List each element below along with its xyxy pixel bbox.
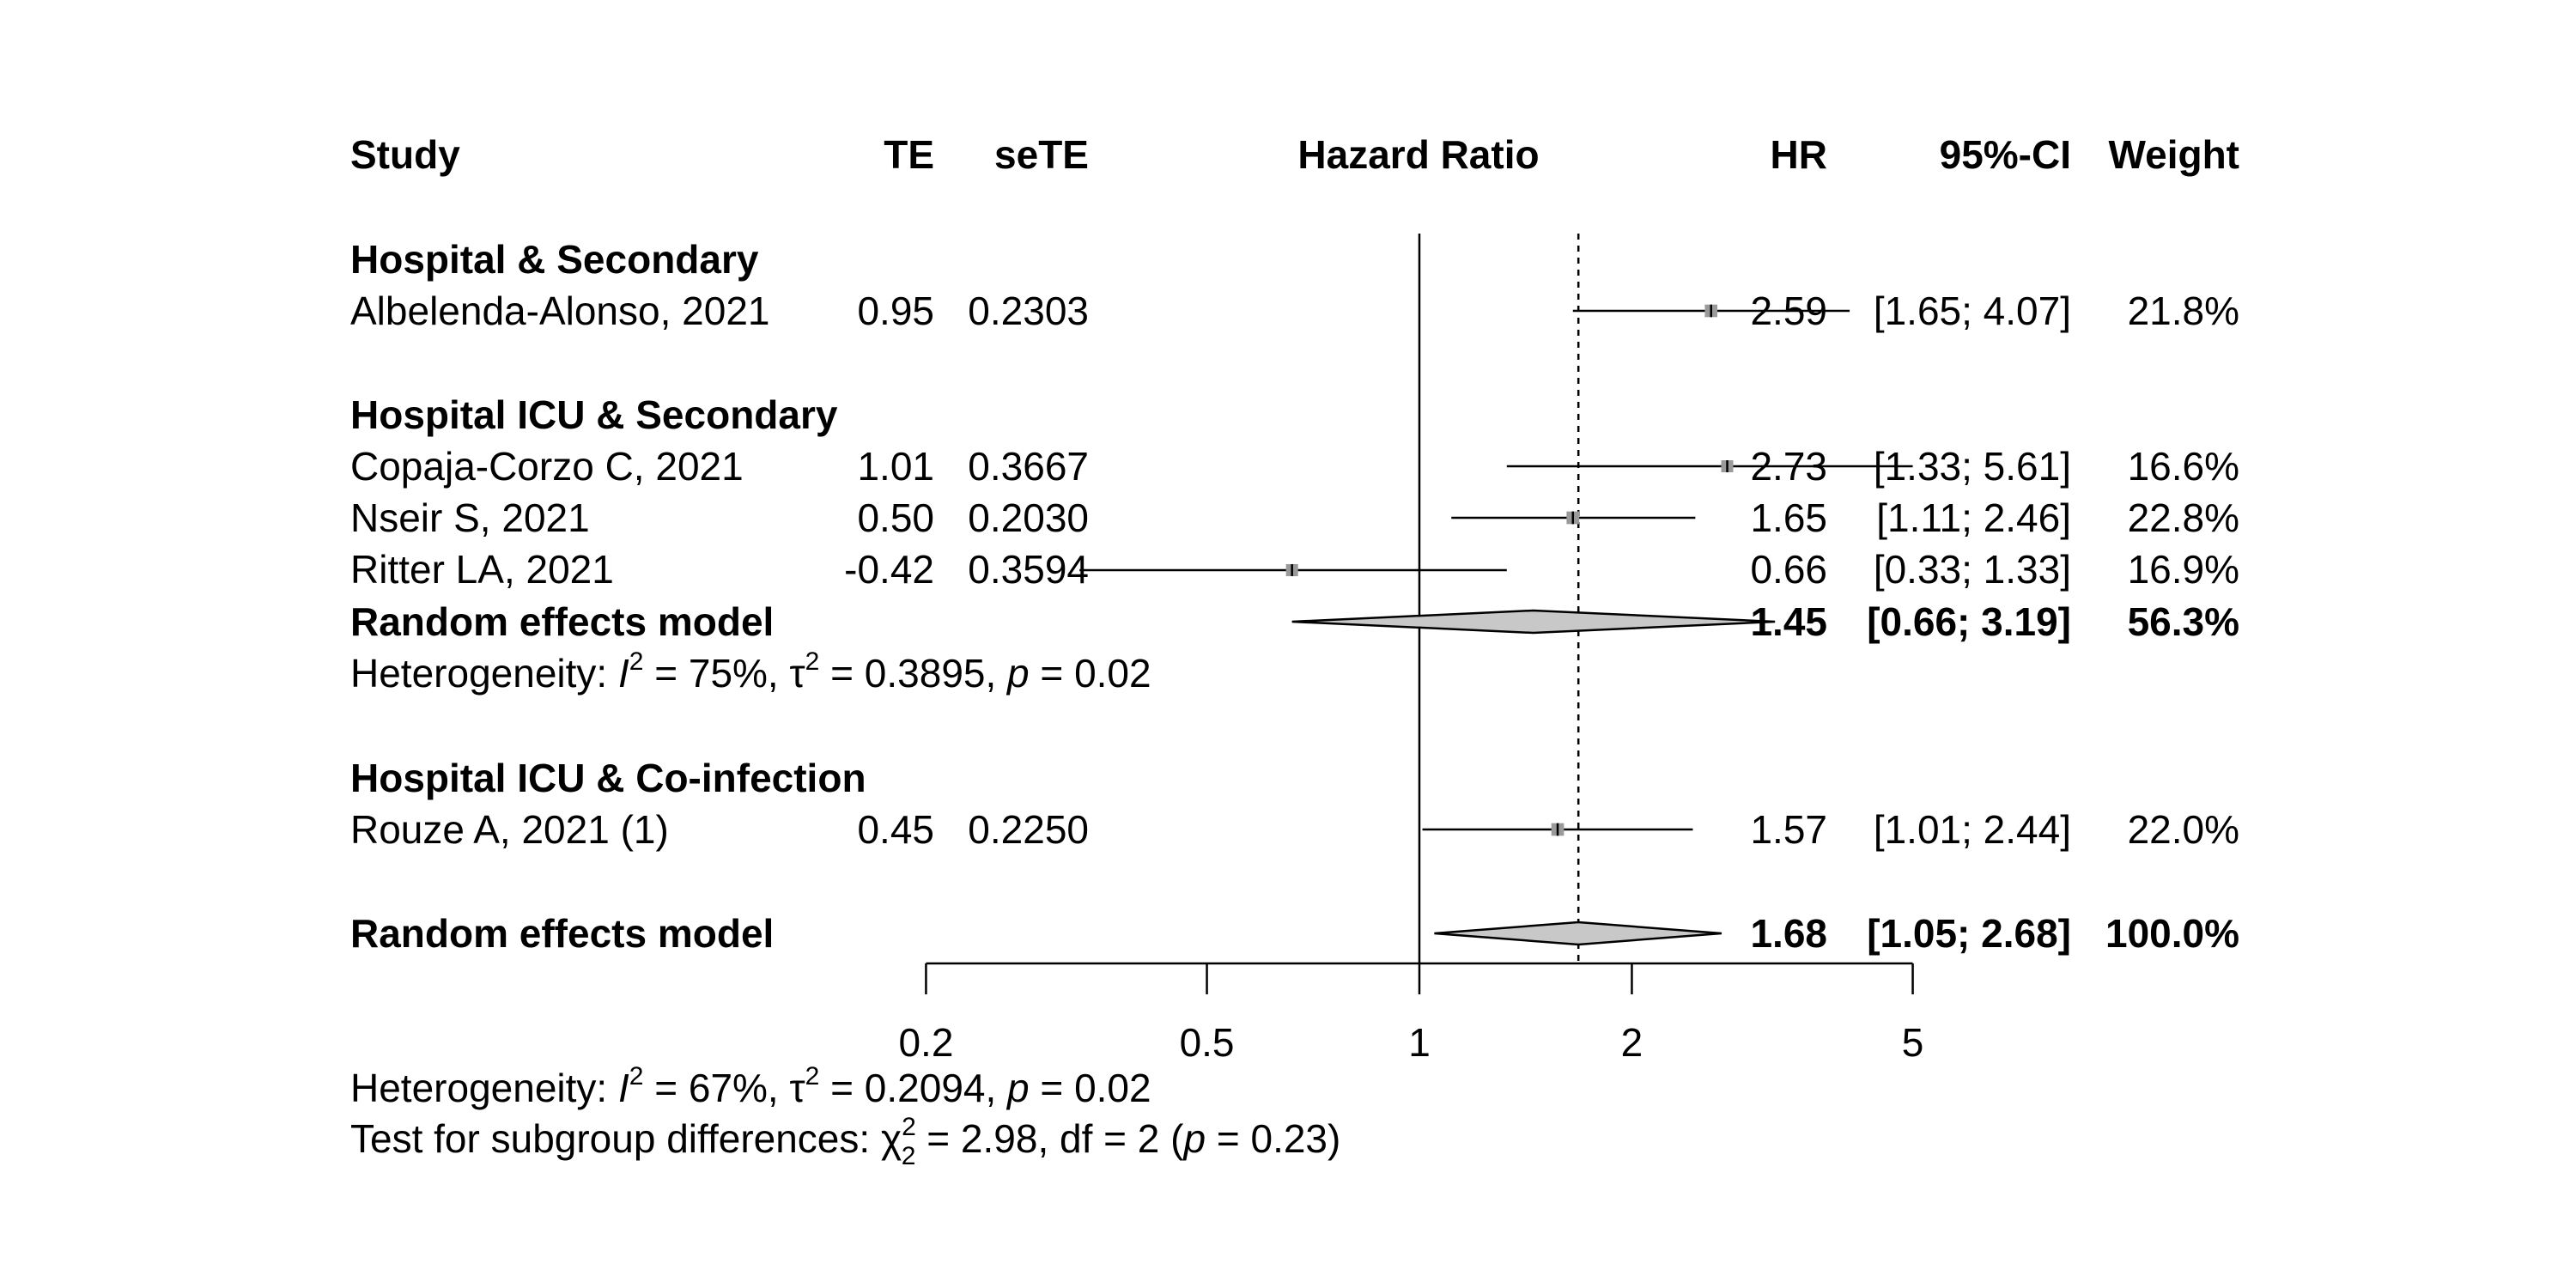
study-row: Ritter LA, 2021 -0.42 0.3594 0.66 [0.33;… xyxy=(350,547,2239,592)
study-ci: [0.33; 1.33] xyxy=(1874,547,2071,592)
header-sete: seTE xyxy=(994,132,1089,177)
x-tick-label: 2 xyxy=(1621,1020,1643,1065)
study-ci: [1.11; 2.46] xyxy=(1876,495,2071,540)
header-hazard-ratio: Hazard Ratio xyxy=(1297,132,1539,177)
study-weight: 16.9% xyxy=(2128,547,2239,592)
overall-diamond xyxy=(1434,920,1722,946)
subgroup-label: Hospital ICU & Secondary xyxy=(350,392,838,437)
study-sete: 0.2303 xyxy=(968,289,1089,333)
study-sete: 0.3667 xyxy=(968,444,1089,489)
study-name: Rouze A, 2021 (1) xyxy=(350,807,669,852)
header-te: TE xyxy=(884,132,934,177)
x-tick-label: 1 xyxy=(1408,1020,1431,1065)
study-te: -0.42 xyxy=(844,547,934,592)
study-ci: [1.01; 2.44] xyxy=(1874,807,2071,852)
study-row: Nseir S, 2021 0.50 0.2030 1.65 [1.11; 2.… xyxy=(350,495,2239,540)
subgroup-differences-test: Test for subgroup differences: χ2 2 = 2.9… xyxy=(350,1113,1340,1170)
study-hr: 0.66 xyxy=(1750,547,1827,592)
study-name: Copaja-Corzo C, 2021 xyxy=(350,444,744,489)
study-sete: 0.2030 xyxy=(968,495,1089,540)
study-weight: 16.6% xyxy=(2128,444,2239,489)
header-study: Study xyxy=(350,132,460,177)
x-tick-label: 0.5 xyxy=(1180,1020,1235,1065)
model-weight: 56.3% xyxy=(2128,599,2239,644)
study-sete: 0.2250 xyxy=(968,807,1089,852)
study-sete: 0.3594 xyxy=(968,547,1089,592)
header-weight: Weight xyxy=(2109,132,2239,177)
study-row: Copaja-Corzo C, 2021 1.01 0.3667 2.73 [1… xyxy=(350,444,2239,489)
study-name: Ritter LA, 2021 xyxy=(350,547,614,592)
study-te: 1.01 xyxy=(857,444,934,489)
subgroup-heterogeneity: Heterogeneity: I2 = 75%, τ2 = 0.3895, p … xyxy=(350,647,1151,696)
overall-model-row: Random effects model 1.68 [1.05; 2.68] 1… xyxy=(350,911,2239,956)
study-te: 0.95 xyxy=(857,289,934,333)
model-label: Random effects model xyxy=(350,599,774,644)
study-row: Rouze A, 2021 (1) 0.45 0.2250 1.57 [1.01… xyxy=(350,807,2239,852)
study-te: 0.50 xyxy=(857,495,934,540)
subgroup-diamond xyxy=(1291,609,1776,635)
study-hr: 1.65 xyxy=(1750,495,1827,540)
study-weight: 22.0% xyxy=(2128,807,2239,852)
overall-hr: 1.68 xyxy=(1750,911,1827,956)
subgroup-label: Hospital ICU & Co-infection xyxy=(350,756,866,800)
overall-ci: [1.05; 2.68] xyxy=(1867,911,2071,956)
x-tick-label: 5 xyxy=(1902,1020,1924,1065)
overall-model-label: Random effects model xyxy=(350,911,774,956)
plot-marks: 0.2 0.5 1 2 5 xyxy=(898,234,1923,1065)
study-te: 0.45 xyxy=(857,807,934,852)
x-tick-label: 0.2 xyxy=(898,1020,953,1065)
study-name: Nseir S, 2021 xyxy=(350,495,590,540)
overall-heterogeneity: Heterogeneity: I2 = 67%, τ2 = 0.2094, p … xyxy=(350,1062,1151,1110)
study-weight: 22.8% xyxy=(2128,495,2239,540)
study-row: Albelenda-Alonso, 2021 0.95 0.2303 2.59 … xyxy=(350,289,2239,333)
header-hr: HR xyxy=(1771,132,1827,177)
study-weight: 21.8% xyxy=(2128,289,2239,333)
study-hr: 1.57 xyxy=(1750,807,1827,852)
header-ci: 95%-CI xyxy=(1940,132,2071,177)
overall-weight: 100.0% xyxy=(2105,911,2239,956)
study-name: Albelenda-Alonso, 2021 xyxy=(350,289,769,333)
model-ci: [0.66; 3.19] xyxy=(1867,599,2071,644)
subgroup-label: Hospital & Secondary xyxy=(350,237,759,282)
study-ci: [1.65; 4.07] xyxy=(1874,289,2071,333)
